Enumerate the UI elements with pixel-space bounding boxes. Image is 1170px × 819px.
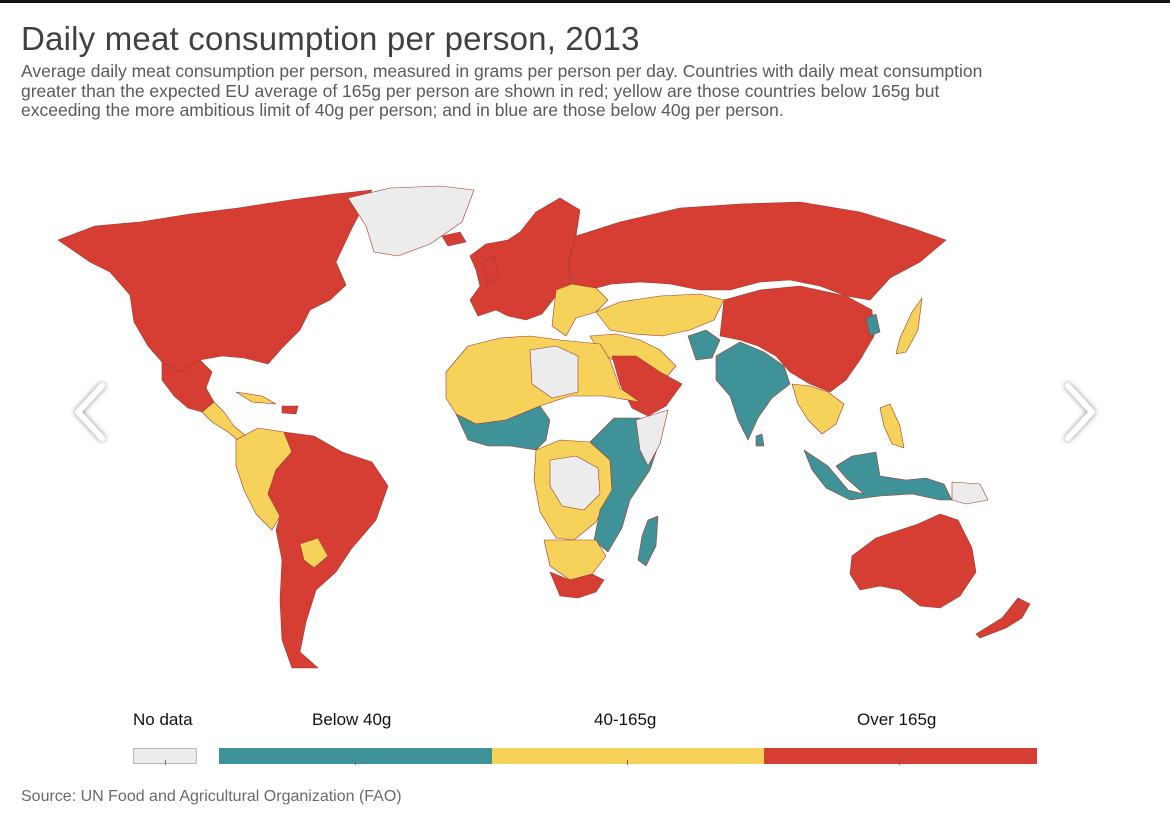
- legend-tick: [899, 760, 900, 765]
- region-west-africa: [455, 405, 551, 451]
- region-southeast-asia: [791, 383, 845, 435]
- legend-label-below: Below 40g: [312, 710, 392, 729]
- region-central-asia: [595, 293, 725, 337]
- region-new-zealand: [975, 597, 1031, 639]
- region-indonesia: [803, 449, 953, 501]
- region-mexico: [161, 359, 215, 413]
- region-uk: [481, 255, 499, 285]
- next-slide-button[interactable]: [1050, 372, 1110, 452]
- legend-swatch-below: [219, 748, 492, 764]
- chart-title: Daily meat consumption per person, 2013: [21, 20, 640, 57]
- top-rule: [0, 0, 1170, 3]
- region-iceland: [441, 231, 467, 247]
- region-somalia: [635, 409, 669, 467]
- source-note: Source: UN Food and Agricultural Organiz…: [21, 788, 402, 805]
- region-cuba: [235, 391, 277, 405]
- region-korea: [865, 313, 881, 337]
- region-sri-lanka: [755, 433, 765, 447]
- region-afghanistan: [687, 329, 721, 361]
- prev-slide-button[interactable]: [60, 372, 120, 452]
- legend-swatch-over: [764, 748, 1037, 764]
- region-india: [715, 341, 791, 441]
- region-eastern-europe: [551, 283, 609, 337]
- legend-label-no-data: No data: [133, 710, 193, 729]
- legend-tick: [355, 760, 356, 765]
- region-southern-africa: [543, 539, 607, 581]
- region-central-america: [201, 401, 247, 443]
- legend-label-mid: 40-165g: [594, 710, 657, 729]
- chevron-right-icon: [1065, 383, 1095, 441]
- legend-tick: [165, 760, 166, 765]
- legend-swatch-mid: [492, 748, 764, 764]
- legend-label-over: Over 165g: [857, 710, 937, 729]
- region-greenland: [347, 185, 475, 257]
- region-libya: [529, 345, 579, 399]
- region-madagascar: [637, 515, 659, 567]
- region-russia: [567, 201, 947, 301]
- region-drc: [549, 455, 601, 511]
- legend-tick: [627, 760, 628, 765]
- region-south-africa: [549, 571, 605, 599]
- region-brazil-argentina: [267, 431, 389, 669]
- region-china: [719, 285, 875, 393]
- region-paraguay: [299, 537, 329, 569]
- world-map: [57, 185, 1031, 669]
- region-north-america: [57, 189, 373, 373]
- chart-subtitle: Average daily meat consumption per perso…: [21, 61, 983, 120]
- region-hispaniola: [281, 405, 299, 415]
- region-philippines: [879, 403, 905, 449]
- region-australia: [849, 513, 977, 609]
- region-japan: [895, 297, 923, 355]
- region-papua-new-guinea: [951, 481, 989, 505]
- chevron-left-icon: [75, 383, 105, 441]
